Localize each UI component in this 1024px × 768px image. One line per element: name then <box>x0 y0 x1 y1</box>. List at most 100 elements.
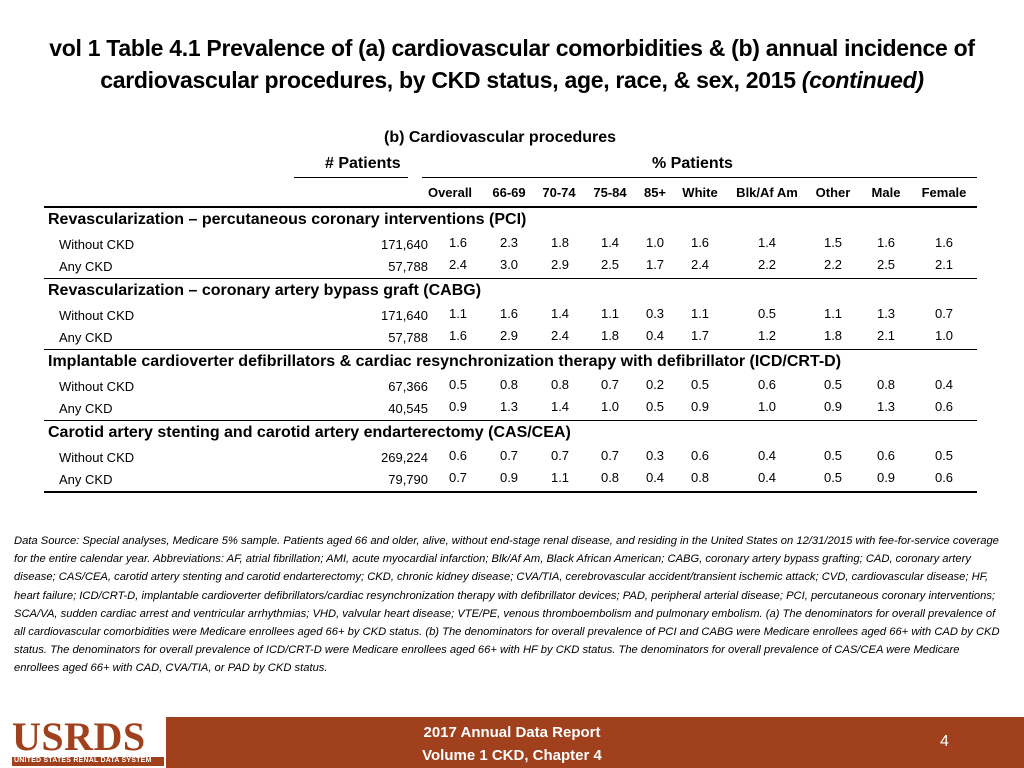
column-header: Female <box>921 185 967 200</box>
patients-header: # Patients <box>325 155 401 172</box>
percent-cell: 0.3 <box>645 306 665 321</box>
percent-cell: 1.0 <box>757 399 777 414</box>
row-label: Without CKD <box>59 379 135 394</box>
section-rule <box>44 278 977 279</box>
percent-cell: 0.5 <box>690 377 710 392</box>
patients-header-rule <box>294 177 408 178</box>
percent-cell: 0.7 <box>550 448 570 463</box>
percent-cell: 0.6 <box>934 470 954 485</box>
patients-count: 67,366 <box>388 379 428 394</box>
usrds-logo: USRDS UNITED STATES RENAL DATA SYSTEM <box>0 714 166 768</box>
percent-cell: 0.9 <box>448 399 468 414</box>
percent-cell: 0.9 <box>823 399 843 414</box>
percent-cell: 0.9 <box>876 470 896 485</box>
percent-cell: 1.4 <box>550 306 570 321</box>
procedures-table: (b) Cardiovascular procedures # Patients… <box>44 129 977 493</box>
percent-cell: 1.5 <box>823 235 843 250</box>
patients-count: 79,790 <box>388 472 428 487</box>
percent-cell: 1.6 <box>934 235 954 250</box>
section-title: Carotid artery stenting and carotid arte… <box>48 424 571 441</box>
percent-cell: 1.6 <box>448 235 468 250</box>
section-rule <box>44 491 977 493</box>
column-header: 66-69 <box>492 185 526 200</box>
percent-cell: 0.7 <box>499 448 519 463</box>
percent-cell: 0.2 <box>645 377 665 392</box>
percent-cell: 0.8 <box>550 377 570 392</box>
percent-cell: 0.8 <box>876 377 896 392</box>
percent-cell: 1.4 <box>550 399 570 414</box>
percent-cell: 1.7 <box>690 328 710 343</box>
percent-cell: 0.5 <box>757 306 777 321</box>
percent-cell: 1.3 <box>499 399 519 414</box>
percent-header: % Patients <box>652 155 733 172</box>
percent-cell: 2.4 <box>690 257 710 272</box>
report-line-1: 2017 Annual Data Report <box>423 724 601 741</box>
percent-cell: 1.6 <box>690 235 710 250</box>
percent-cell: 0.7 <box>600 377 620 392</box>
table-subtitle: (b) Cardiovascular procedures <box>384 129 617 146</box>
percent-cell: 1.3 <box>876 306 896 321</box>
percent-cell: 0.7 <box>934 306 954 321</box>
percent-cell: 1.1 <box>690 306 710 321</box>
percent-cell: 0.5 <box>823 377 843 392</box>
footer-bar: USRDS UNITED STATES RENAL DATA SYSTEM 20… <box>0 714 1024 768</box>
percent-cell: 1.8 <box>823 328 843 343</box>
percent-cell: 2.4 <box>550 328 570 343</box>
column-header: 85+ <box>643 185 667 200</box>
percent-cell: 2.9 <box>499 328 519 343</box>
report-info: 2017 Annual Data Report Volume 1 CKD, Ch… <box>412 721 612 767</box>
logo-subtext: UNITED STATES RENAL DATA SYSTEM <box>14 757 152 764</box>
percent-cell: 1.1 <box>550 470 570 485</box>
percent-cell: 1.7 <box>645 257 665 272</box>
section-title: Revascularization – percutaneous coronar… <box>48 211 527 228</box>
percent-cell: 1.3 <box>876 399 896 414</box>
section-title: Implantable cardioverter defibrillators … <box>48 353 842 370</box>
patients-count: 57,788 <box>388 259 428 274</box>
percent-cell: 2.1 <box>934 257 954 272</box>
percent-cell: 0.8 <box>499 377 519 392</box>
percent-cell: 0.9 <box>499 470 519 485</box>
percent-cell: 1.0 <box>600 399 620 414</box>
row-label: Without CKD <box>59 450 135 465</box>
percent-cell: 0.6 <box>757 377 777 392</box>
percent-cell: 0.3 <box>645 448 665 463</box>
column-header: Male <box>871 185 901 200</box>
row-label: Any CKD <box>59 472 113 487</box>
percent-cell: 1.1 <box>448 306 468 321</box>
percent-cell: 1.8 <box>550 235 570 250</box>
percent-cell: 0.7 <box>600 448 620 463</box>
patients-count: 171,640 <box>381 308 428 323</box>
percent-cell: 0.5 <box>448 377 468 392</box>
percent-cell: 0.6 <box>448 448 468 463</box>
page-title: vol 1 Table 4.1 Prevalence of (a) cardio… <box>10 32 1014 96</box>
column-header: White <box>682 185 718 200</box>
percent-cell: 2.5 <box>876 257 896 272</box>
percent-cell: 2.2 <box>823 257 843 272</box>
percent-cell: 0.4 <box>934 377 954 392</box>
percent-cell: 1.0 <box>645 235 665 250</box>
data-source-note: Data Source: Special analyses, Medicare … <box>14 535 1000 675</box>
percent-cell: 0.8 <box>600 470 620 485</box>
percent-cell: 1.1 <box>823 306 843 321</box>
logo-band <box>12 757 164 766</box>
row-label: Without CKD <box>59 237 135 252</box>
percent-cell: 1.4 <box>600 235 620 250</box>
column-header: Overall <box>427 185 473 200</box>
title-main: vol 1 Table 4.1 Prevalence of (a) cardio… <box>49 35 975 93</box>
percent-cell: 2.5 <box>600 257 620 272</box>
row-label: Any CKD <box>59 330 113 345</box>
percent-cell: 0.8 <box>690 470 710 485</box>
percent-cell: 1.6 <box>876 235 896 250</box>
percent-cell: 1.4 <box>757 235 777 250</box>
patients-count: 57,788 <box>388 330 428 345</box>
logo-wordmark: USRDS <box>12 714 146 759</box>
column-header: Blk/Af Am <box>736 185 798 200</box>
percent-cell: 0.5 <box>645 399 665 414</box>
row-label: Any CKD <box>59 259 113 274</box>
percent-cell: 0.4 <box>757 448 777 463</box>
percent-cell: 0.6 <box>690 448 710 463</box>
percent-cell: 0.6 <box>934 399 954 414</box>
section-rule <box>44 349 977 350</box>
page-number: 4 <box>940 733 949 750</box>
percent-cell: 0.7 <box>448 470 468 485</box>
